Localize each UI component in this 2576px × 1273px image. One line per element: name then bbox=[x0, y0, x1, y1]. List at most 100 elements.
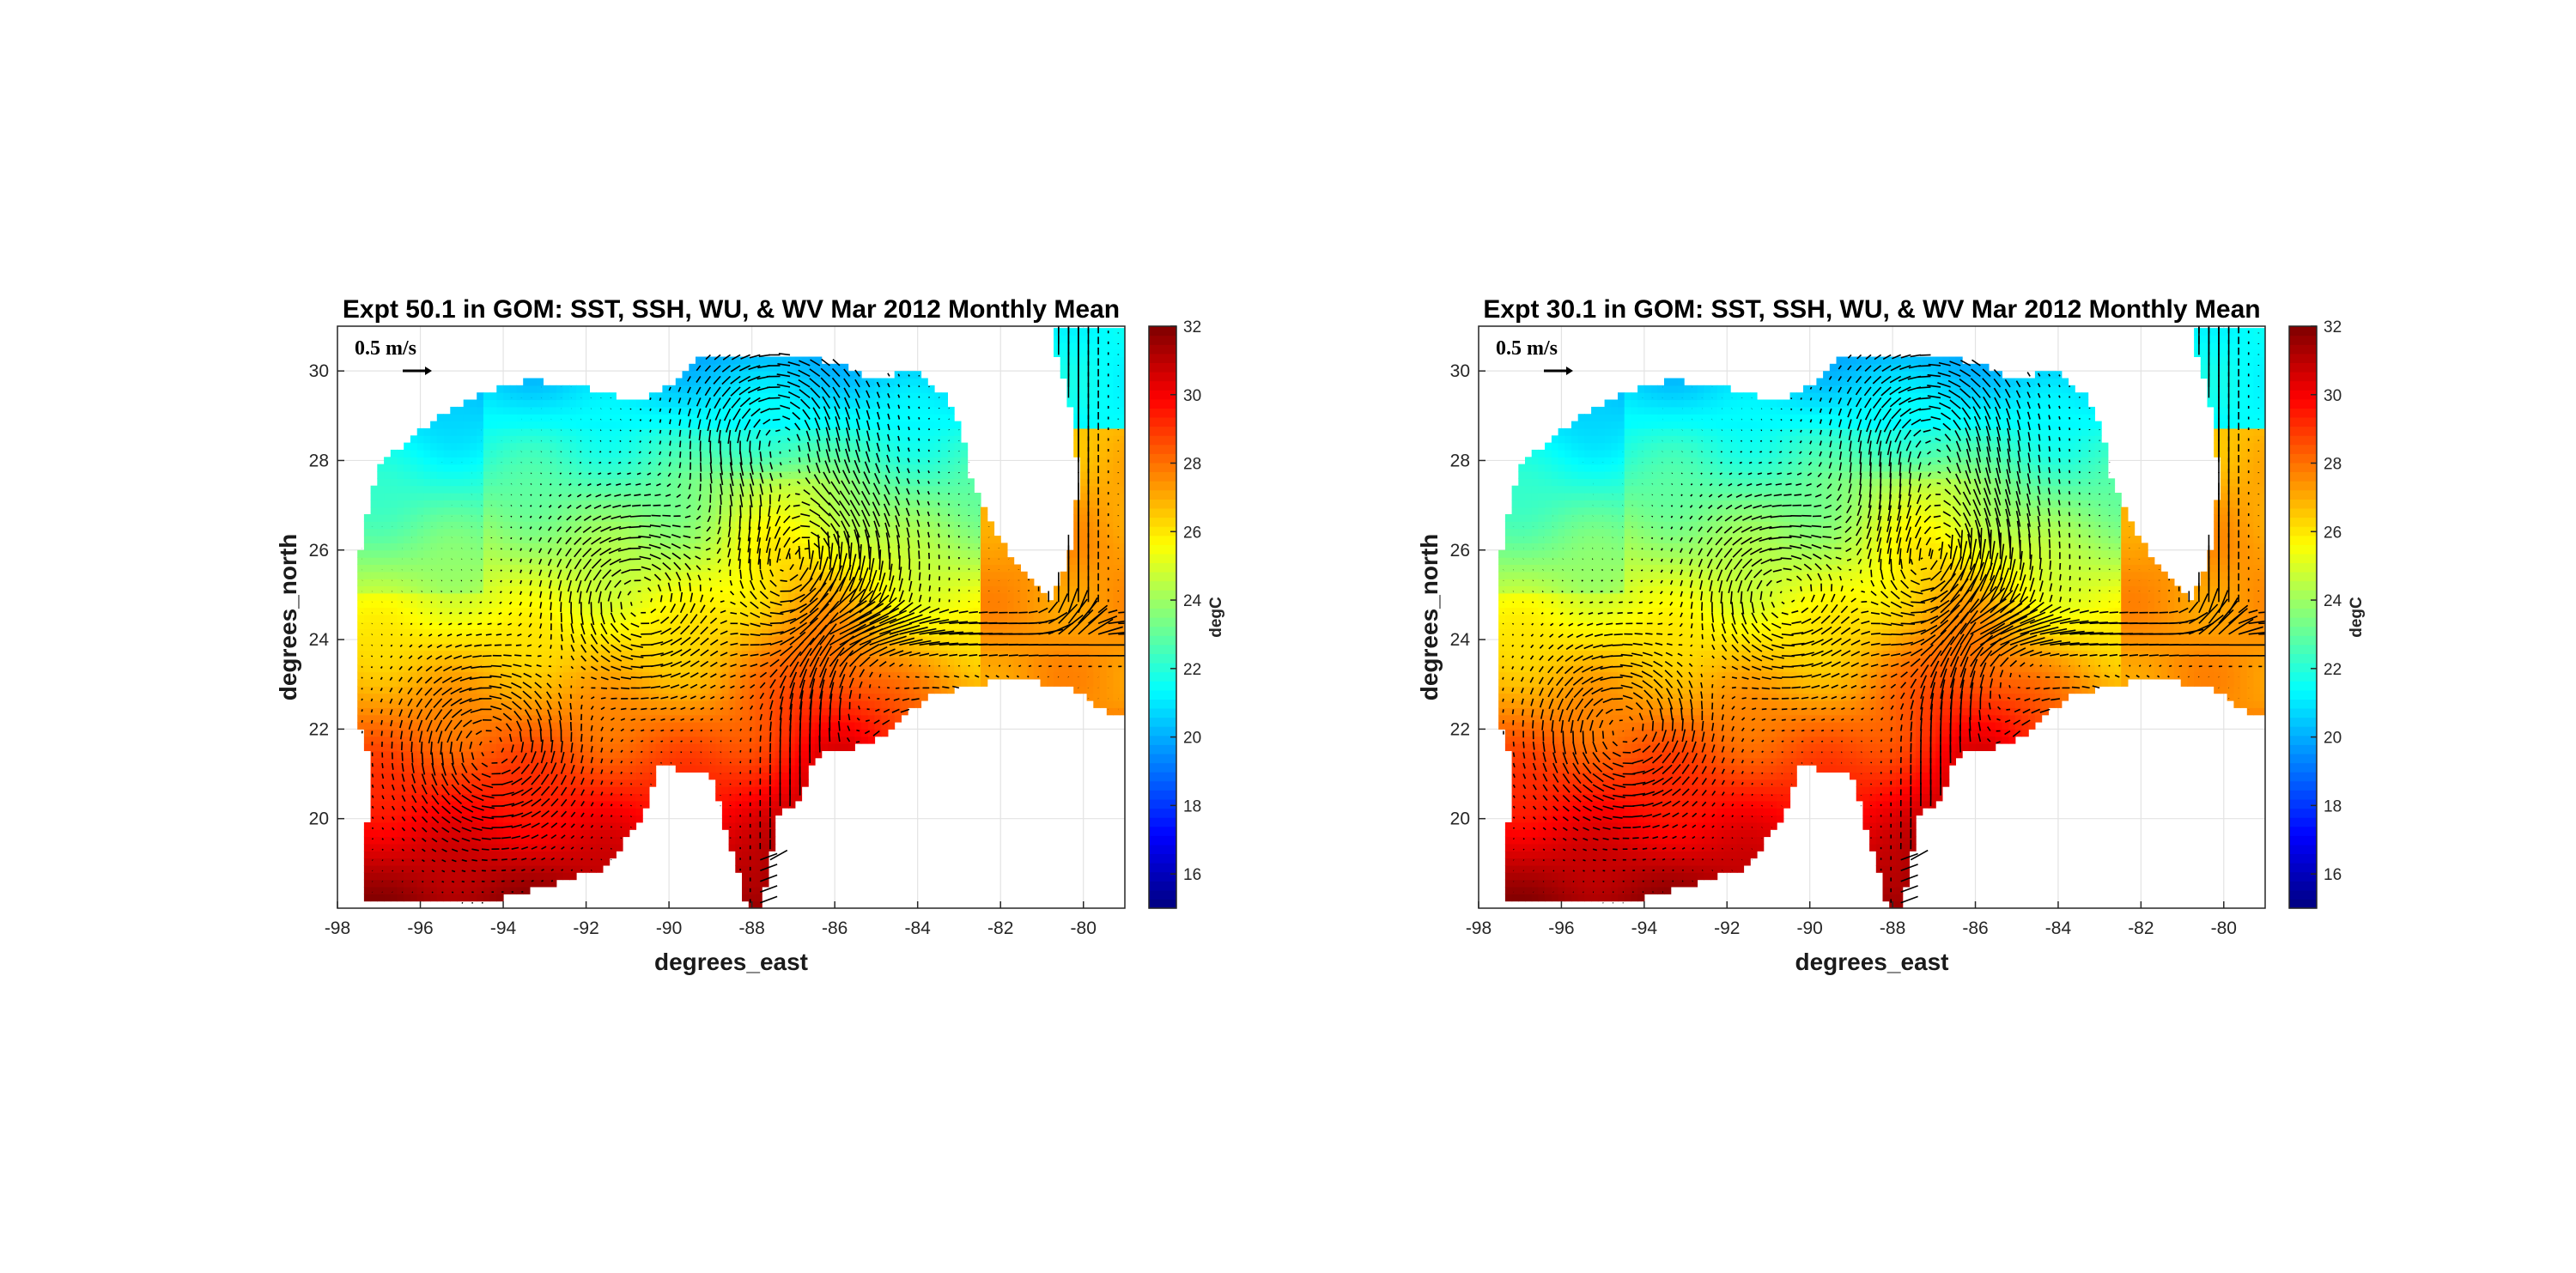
colorbar-segment bbox=[1149, 398, 1176, 409]
colorbar-label: degC bbox=[2348, 597, 2366, 638]
colorbar-segment bbox=[1149, 562, 1176, 573]
colorbar-segment bbox=[2289, 507, 2317, 518]
colorbar-segment bbox=[2289, 899, 2317, 909]
colorbar-segment bbox=[1149, 798, 1176, 809]
axes-frame bbox=[1478, 325, 2266, 909]
colorbar-segment bbox=[1149, 535, 1176, 545]
colorbar-segment bbox=[2289, 553, 2317, 563]
colorbar-segment bbox=[2289, 380, 2317, 391]
colorbar-segment bbox=[2289, 444, 2317, 454]
colorbar: 16 18 20 22 24 26 28 30 32 degC bbox=[1148, 318, 1225, 909]
colorbar-segment bbox=[1149, 617, 1176, 627]
colorbar-segment bbox=[1149, 335, 1176, 345]
x-tick-label: -86 bbox=[822, 918, 848, 938]
colorbar-segment bbox=[1149, 626, 1176, 636]
colorbar-segment bbox=[1149, 553, 1176, 563]
colorbar-segment bbox=[2289, 844, 2317, 854]
x-ticks: -98 -96 -94 -92 -90 -88 -86 -84 -82 -80 bbox=[325, 901, 1097, 938]
reference-vector-label: 0.5 m/s bbox=[355, 337, 416, 360]
colorbar-segment bbox=[2289, 390, 2317, 400]
y-tick-label: 28 bbox=[309, 451, 329, 470]
colorbar-tick-label: 30 bbox=[2324, 387, 2342, 405]
colorbar-segment bbox=[1149, 444, 1176, 454]
colorbar-tick-label: 18 bbox=[2324, 797, 2342, 815]
colorbar-label: degC bbox=[1207, 597, 1225, 638]
x-tick-label: -94 bbox=[1631, 918, 1658, 938]
colorbar-segment bbox=[1149, 681, 1176, 691]
x-tick-label: -90 bbox=[656, 918, 682, 938]
colorbar-segment bbox=[2289, 817, 2317, 827]
colorbar-segment bbox=[1149, 372, 1176, 382]
colorbar-segment bbox=[1149, 835, 1176, 846]
panel-2: -98 -96 -94 -92 -90 -88 -86 -84 -82 -80 20 22 24 26 28… bbox=[1416, 295, 2366, 975]
colorbar-segment bbox=[1149, 453, 1176, 464]
colorbar-tick-label: 24 bbox=[2324, 592, 2342, 610]
colorbar-tick-label: 28 bbox=[2324, 456, 2342, 474]
y-tick-label: 20 bbox=[309, 809, 329, 829]
y-axis-label: degrees_north bbox=[275, 534, 301, 701]
colorbar-segment bbox=[1149, 507, 1176, 518]
colorbar-segment bbox=[2289, 689, 2317, 700]
colorbar-segment bbox=[2289, 326, 2317, 336]
colorbar-segment bbox=[1149, 853, 1176, 864]
colorbar-segment bbox=[1149, 608, 1176, 618]
colorbar-segment bbox=[1149, 663, 1176, 673]
x-tick-label: -84 bbox=[2045, 918, 2072, 938]
x-tick-label: -88 bbox=[738, 918, 764, 938]
colorbar-segment bbox=[2289, 353, 2317, 363]
x-tick-label: -82 bbox=[2128, 918, 2154, 938]
colorbar-segment bbox=[1149, 362, 1176, 373]
colorbar-segment bbox=[1149, 871, 1176, 882]
colorbar-segment bbox=[2289, 663, 2317, 673]
colorbar-segment bbox=[2289, 416, 2317, 427]
colorbar-segment bbox=[2289, 881, 2317, 891]
colorbar-segment bbox=[1149, 635, 1176, 646]
colorbar-segment bbox=[2289, 762, 2317, 773]
colorbar-segment bbox=[1149, 462, 1176, 473]
colorbar-segment bbox=[1149, 780, 1176, 791]
colorbar-segment bbox=[1149, 544, 1176, 555]
colorbar-segment bbox=[1149, 671, 1176, 682]
colorbar-segment bbox=[1149, 598, 1176, 609]
colorbar-segment bbox=[2289, 481, 2317, 491]
colorbar-segment bbox=[1149, 808, 1176, 818]
colorbar-segment bbox=[2289, 362, 2317, 373]
colorbar-segment bbox=[2289, 853, 2317, 864]
colorbar-segment bbox=[2289, 626, 2317, 636]
colorbar-tick-label: 30 bbox=[1183, 387, 1201, 405]
colorbar-segment bbox=[2289, 790, 2317, 800]
colorbar-segment bbox=[1149, 572, 1176, 582]
reference-vector-label: 0.5 m/s bbox=[1496, 337, 1558, 360]
colorbar-segment bbox=[1149, 689, 1176, 700]
colorbar-segment bbox=[1149, 817, 1176, 827]
y-tick-label: 24 bbox=[309, 630, 330, 650]
colorbar-segment bbox=[1149, 863, 1176, 873]
x-tick-label: -88 bbox=[1880, 918, 1905, 938]
colorbar-segment bbox=[1149, 644, 1176, 654]
colorbar-segment bbox=[2289, 499, 2317, 509]
y-tick-label: 26 bbox=[1450, 541, 1470, 561]
colorbar-frame bbox=[2288, 325, 2318, 909]
y-tick-label: 30 bbox=[309, 361, 329, 381]
colorbar-segment bbox=[2289, 426, 2317, 436]
chart-title: Expt 50.1 in GOM: SST, SSH, WU, & WV Mar… bbox=[343, 295, 1120, 324]
x-tick-label: -96 bbox=[407, 918, 433, 938]
x-tick-label: -96 bbox=[1548, 918, 1574, 938]
colorbar-segment bbox=[2289, 453, 2317, 464]
colorbar-segment bbox=[2289, 372, 2317, 382]
colorbar-segment bbox=[1149, 489, 1176, 500]
colorbar-segment bbox=[2289, 780, 2317, 791]
colorbar-segment bbox=[1149, 726, 1176, 737]
sst-field bbox=[357, 328, 1125, 908]
colorbar-segment bbox=[1149, 717, 1176, 727]
colorbar-segment bbox=[1149, 772, 1176, 782]
colorbar-segment bbox=[1149, 408, 1176, 418]
colorbar-tick-label: 22 bbox=[2324, 661, 2342, 679]
colorbar-tick-label: 26 bbox=[2324, 524, 2342, 542]
axes-frame bbox=[337, 325, 1126, 909]
colorbar-tick-label: 20 bbox=[2324, 730, 2342, 748]
colorbar-segment bbox=[1149, 481, 1176, 491]
colorbar-segment bbox=[2289, 398, 2317, 409]
colorbar-segment bbox=[2289, 572, 2317, 582]
colorbar-segment bbox=[1149, 416, 1176, 427]
